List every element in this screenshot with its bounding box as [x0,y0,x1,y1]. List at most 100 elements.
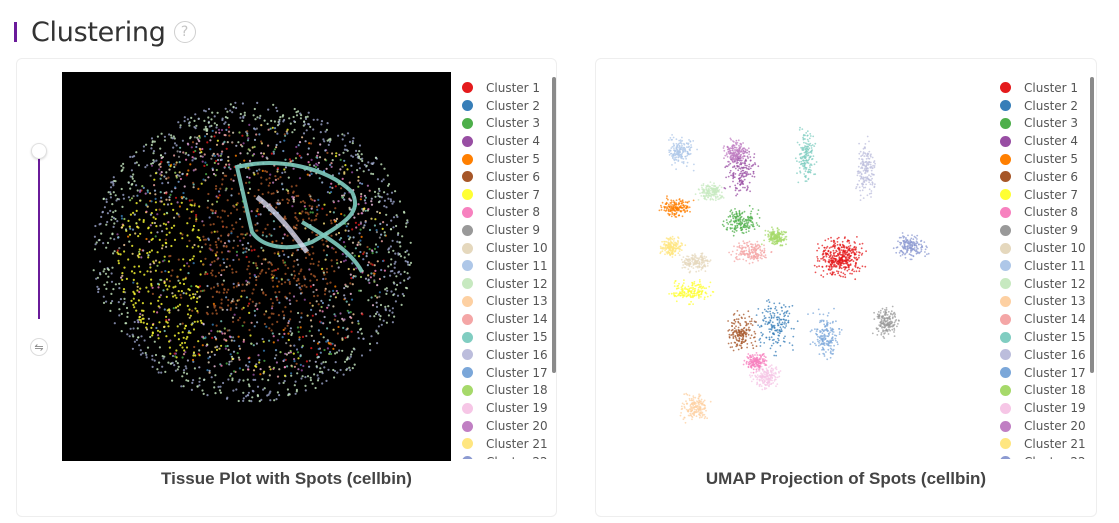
legend-swatch [462,206,473,218]
legend-item[interactable]: Cluster 19 [462,399,554,417]
question-circle-icon[interactable]: ? [173,21,196,43]
legend-item[interactable]: Cluster 6 [462,168,554,186]
legend-label: Cluster 13 [486,294,548,309]
legend-item[interactable]: Cluster 9 [1000,221,1092,239]
legend-swatch [462,438,473,450]
legend-right[interactable]: Cluster 1 Cluster 2 Cluster 3 Cluster 4 Clus… [1000,79,1092,459]
legend-label: Cluster 22 [1024,455,1086,459]
legend-item[interactable]: Cluster 22 [1000,453,1092,459]
legend-swatch [462,402,473,414]
legend-swatch [1000,349,1011,361]
legend-swatch [1000,135,1011,147]
opacity-slider-handle[interactable] [31,143,47,159]
tissue-plot[interactable] [62,72,451,461]
legend-item[interactable]: Cluster 18 [462,382,554,400]
legend-item[interactable]: Cluster 9 [462,221,554,239]
legend-item[interactable]: Cluster 3 [1000,115,1092,133]
legend-item[interactable]: Cluster 18 [1000,382,1092,400]
legend-item[interactable]: Cluster 10 [1000,239,1092,257]
legend-item[interactable]: Cluster 20 [1000,417,1092,435]
swap-icon[interactable]: ⇋ [30,338,48,356]
legend-item[interactable]: Cluster 2 [462,97,554,115]
legend-label: Cluster 12 [1024,276,1086,291]
legend-item[interactable]: Cluster 13 [462,293,554,311]
legend-label: Cluster 22 [486,455,548,459]
legend-item[interactable]: Cluster 15 [462,328,554,346]
legend-item[interactable]: Cluster 17 [1000,364,1092,382]
legend-label: Cluster 18 [486,383,548,398]
legend-label: Cluster 15 [1024,330,1086,345]
legend-swatch [1000,331,1011,343]
legend-swatch [462,117,473,129]
legend-label: Cluster 10 [1024,241,1086,256]
legend-label: Cluster 19 [1024,401,1086,416]
legend-item[interactable]: Cluster 11 [462,257,554,275]
legend-label: Cluster 16 [486,347,548,362]
legend-swatch [1000,313,1011,325]
legend-item[interactable]: Cluster 4 [462,132,554,150]
legend-item[interactable]: Cluster 14 [462,310,554,328]
legend-item[interactable]: Cluster 15 [1000,328,1092,346]
legend-swatch [1000,242,1011,254]
legend-item[interactable]: Cluster 1 [1000,79,1092,97]
legend-item[interactable]: Cluster 19 [1000,399,1092,417]
legend-swatch [462,295,473,307]
legend-item[interactable]: Cluster 8 [1000,204,1092,222]
legend-label: Cluster 1 [486,80,541,95]
legend-item[interactable]: Cluster 22 [462,453,554,459]
legend-item[interactable]: Cluster 20 [462,417,554,435]
legend-label: Cluster 9 [486,223,541,238]
legend-label: Cluster 9 [1024,223,1079,238]
umap-plot[interactable] [606,77,991,462]
legend-item[interactable]: Cluster 8 [462,204,554,222]
legend-item[interactable]: Cluster 21 [1000,435,1092,453]
page-title: Clustering [31,16,166,48]
legend-item[interactable]: Cluster 12 [1000,275,1092,293]
legend-swatch [462,189,473,201]
legend-item[interactable]: Cluster 5 [1000,150,1092,168]
legend-left[interactable]: Cluster 1 Cluster 2 Cluster 3 Cluster 4 Clus… [462,79,554,459]
legend-item[interactable]: Cluster 6 [1000,168,1092,186]
legend-label: Cluster 13 [1024,294,1086,309]
legend-label: Cluster 7 [486,187,541,202]
legend-item[interactable]: Cluster 2 [1000,97,1092,115]
legend-item[interactable]: Cluster 11 [1000,257,1092,275]
legend-item[interactable]: Cluster 12 [462,275,554,293]
legend-label: Cluster 3 [486,116,541,131]
legend-swatch [1000,224,1011,236]
legend-label: Cluster 16 [1024,347,1086,362]
legend-label: Cluster 19 [486,401,548,416]
legend-item[interactable]: Cluster 5 [462,150,554,168]
legend-label: Cluster 5 [486,152,541,167]
legend-scrollbar[interactable] [552,77,556,373]
legend-label: Cluster 18 [1024,383,1086,398]
legend-item[interactable]: Cluster 16 [1000,346,1092,364]
legend-scrollbar[interactable] [1090,77,1094,373]
legend-swatch [462,456,473,459]
legend-label: Cluster 15 [486,330,548,345]
legend-swatch [462,260,473,272]
legend-swatch [462,313,473,325]
legend-item[interactable]: Cluster 21 [462,435,554,453]
legend-swatch [462,367,473,379]
legend-swatch [462,242,473,254]
legend-item[interactable]: Cluster 14 [1000,310,1092,328]
legend-label: Cluster 7 [1024,187,1079,202]
legend-item[interactable]: Cluster 7 [462,186,554,204]
legend-item[interactable]: Cluster 4 [1000,132,1092,150]
legend-label: Cluster 17 [486,365,548,380]
legend-item[interactable]: Cluster 17 [462,364,554,382]
legend-swatch [1000,189,1011,201]
legend-label: Cluster 2 [1024,98,1079,113]
opacity-slider-track[interactable] [38,149,40,319]
legend-item[interactable]: Cluster 16 [462,346,554,364]
legend-item[interactable]: Cluster 7 [1000,186,1092,204]
legend-item[interactable]: Cluster 1 [462,79,554,97]
legend-item[interactable]: Cluster 3 [462,115,554,133]
legend-item[interactable]: Cluster 13 [1000,293,1092,311]
legend-swatch [462,331,473,343]
legend-swatch [1000,82,1011,94]
tissue-plot-card: ⇋ Cluster 1 Cluster 2 Cluster 3 Cluster 4 Cl… [16,58,557,517]
legend-label: Cluster 2 [486,98,541,113]
legend-item[interactable]: Cluster 10 [462,239,554,257]
